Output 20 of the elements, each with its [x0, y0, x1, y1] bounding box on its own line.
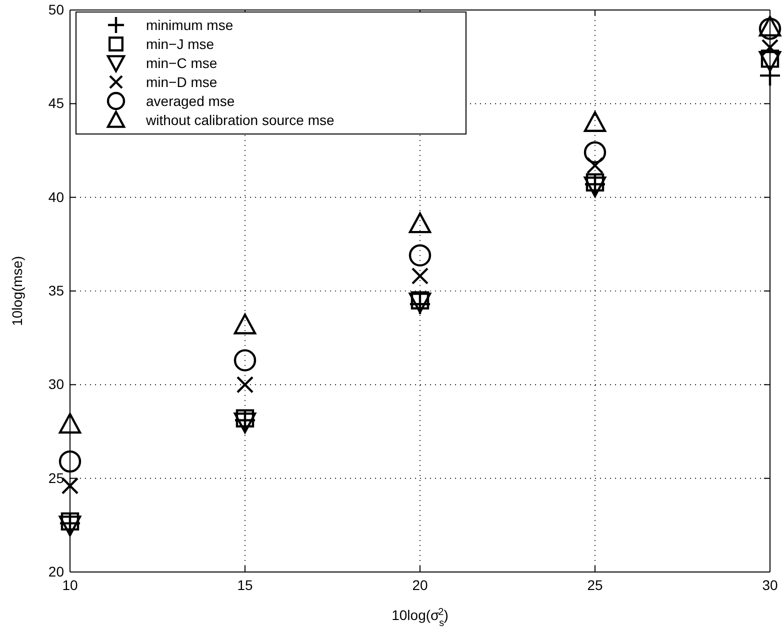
legend-label: min−C mse	[146, 55, 218, 71]
x-tick-label: 15	[237, 576, 253, 593]
y-tick-label: 45	[48, 95, 64, 112]
legend-label: min−D mse	[146, 74, 218, 90]
x-tick-label: 20	[412, 576, 428, 593]
legend-label: without calibration source mse	[145, 112, 335, 128]
x-axis-title: 10log(σ$_{s}$$^{2}$)	[392, 606, 448, 628]
y-tick-label: 35	[48, 282, 64, 298]
legend-label: min−J mse	[146, 36, 214, 52]
legend-label: averaged mse	[146, 93, 235, 109]
y-tick-label: 50	[48, 1, 64, 18]
y-tick-label: 30	[48, 376, 64, 392]
legend-label: minimum mse	[146, 17, 234, 33]
y-axis-title: 10log(mse)	[9, 256, 25, 326]
y-tick-label: 20	[48, 563, 64, 580]
x-tick-label: 30	[762, 576, 778, 593]
x-tick-label: 25	[587, 576, 603, 593]
x-tick-label: 10	[62, 576, 78, 593]
y-tick-label: 40	[48, 188, 64, 205]
y-tick-label: 25	[48, 470, 64, 486]
